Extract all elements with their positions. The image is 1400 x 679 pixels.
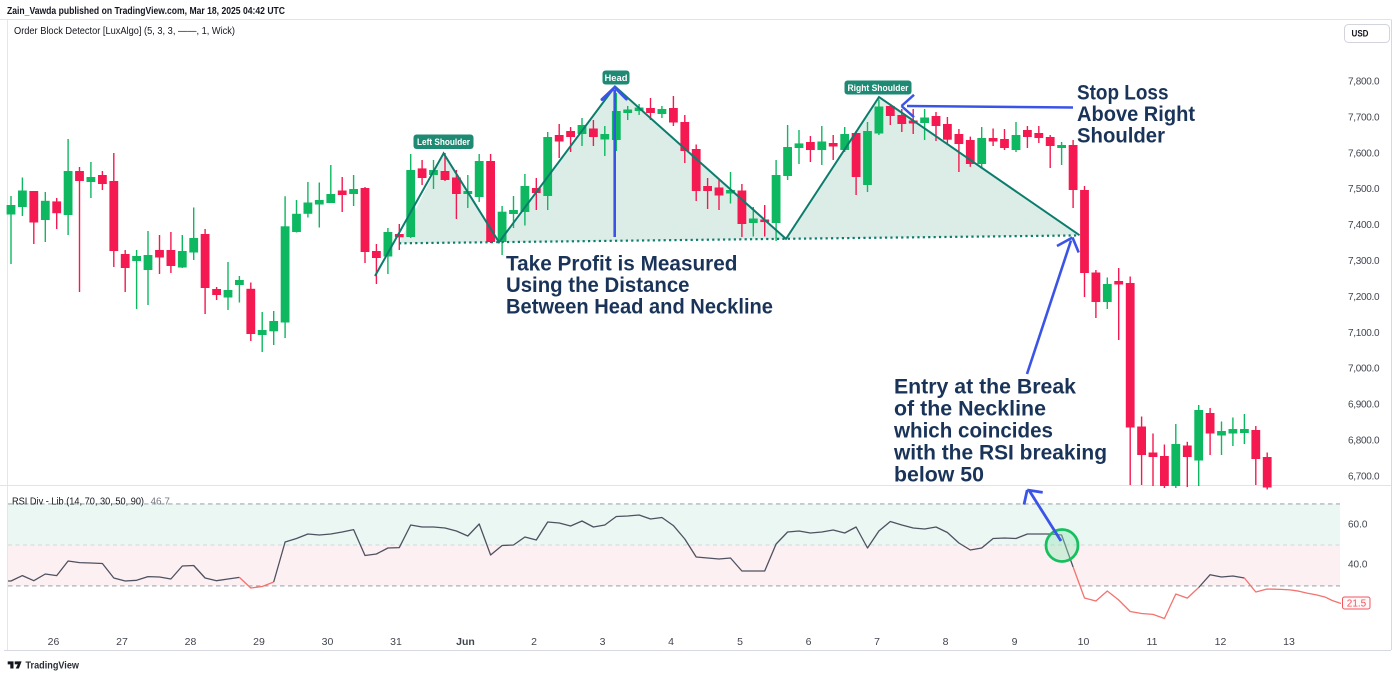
svg-text:Head: Head (605, 73, 628, 84)
svg-text:46.7: 46.7 (151, 497, 171, 508)
svg-text:7: 7 (874, 636, 880, 648)
svg-text:7,400.0: 7,400.0 (1348, 220, 1380, 231)
svg-text:9: 9 (1012, 636, 1018, 648)
svg-text:2: 2 (531, 636, 537, 648)
svg-text:6,800.0: 6,800.0 (1348, 436, 1380, 447)
svg-text:Above Right: Above Right (1077, 103, 1195, 126)
svg-text:26: 26 (48, 636, 60, 648)
svg-text:21.5: 21.5 (1347, 599, 1367, 610)
svg-text:8: 8 (943, 636, 949, 648)
svg-text:of the Neckline: of the Neckline (894, 398, 1046, 421)
svg-text:Using the Distance: Using the Distance (506, 274, 690, 297)
svg-text:6,900.0: 6,900.0 (1348, 400, 1380, 411)
svg-text:Between Head and Neckline: Between Head and Neckline (506, 296, 773, 319)
svg-text:TradingView: TradingView (26, 659, 80, 671)
svg-text:Take Profit is Measured: Take Profit is Measured (506, 253, 738, 276)
svg-text:7,200.0: 7,200.0 (1348, 292, 1380, 303)
svg-text:RSI Div - Lib (14, 70, 30, 50,: RSI Div - Lib (14, 70, 30, 50, 90) (12, 497, 144, 508)
svg-text:27: 27 (116, 636, 128, 648)
svg-text:5: 5 (737, 636, 743, 648)
svg-text:6: 6 (806, 636, 812, 648)
svg-text:with the RSI breaking: with the RSI breaking (893, 442, 1107, 465)
svg-text:7,000.0: 7,000.0 (1348, 364, 1380, 375)
svg-text:6,700.0: 6,700.0 (1348, 471, 1380, 482)
svg-text:10: 10 (1078, 636, 1090, 648)
svg-text:Entry at the Break: Entry at the Break (894, 376, 1076, 399)
svg-text:7,500.0: 7,500.0 (1348, 184, 1380, 195)
svg-text:Zain_Vawda published on Tradin: Zain_Vawda published on TradingView.com,… (7, 5, 285, 17)
svg-text:40.0: 40.0 (1348, 560, 1368, 571)
svg-text:3: 3 (600, 636, 606, 648)
svg-text:12: 12 (1215, 636, 1227, 648)
svg-text:Shoulder: Shoulder (1077, 125, 1165, 148)
svg-text:13: 13 (1283, 636, 1295, 648)
svg-text:7,100.0: 7,100.0 (1348, 328, 1380, 339)
svg-text:below 50: below 50 (894, 464, 984, 487)
svg-text:Right Shoulder: Right Shoulder (848, 83, 909, 94)
svg-text:7,300.0: 7,300.0 (1348, 256, 1380, 267)
svg-text:29: 29 (253, 636, 265, 648)
svg-text:7,700.0: 7,700.0 (1348, 112, 1380, 123)
svg-text:7,800.0: 7,800.0 (1348, 77, 1380, 88)
svg-text:Stop Loss: Stop Loss (1077, 82, 1169, 105)
svg-text:28: 28 (185, 636, 197, 648)
svg-text:30: 30 (322, 636, 334, 648)
svg-text:4: 4 (668, 636, 674, 648)
svg-text:7,600.0: 7,600.0 (1348, 148, 1380, 159)
svg-text:which coincides: which coincides (893, 420, 1053, 443)
svg-text:Left Shoulder: Left Shoulder (417, 137, 470, 148)
svg-text:Order Block Detector [LuxAlgo]: Order Block Detector [LuxAlgo] (5, 3, 3,… (14, 25, 235, 37)
svg-text:31: 31 (390, 636, 402, 648)
svg-text:USD: USD (1352, 29, 1369, 40)
svg-text:11: 11 (1147, 636, 1158, 648)
svg-text:Jun: Jun (456, 636, 475, 648)
svg-text:60.0: 60.0 (1348, 520, 1368, 531)
